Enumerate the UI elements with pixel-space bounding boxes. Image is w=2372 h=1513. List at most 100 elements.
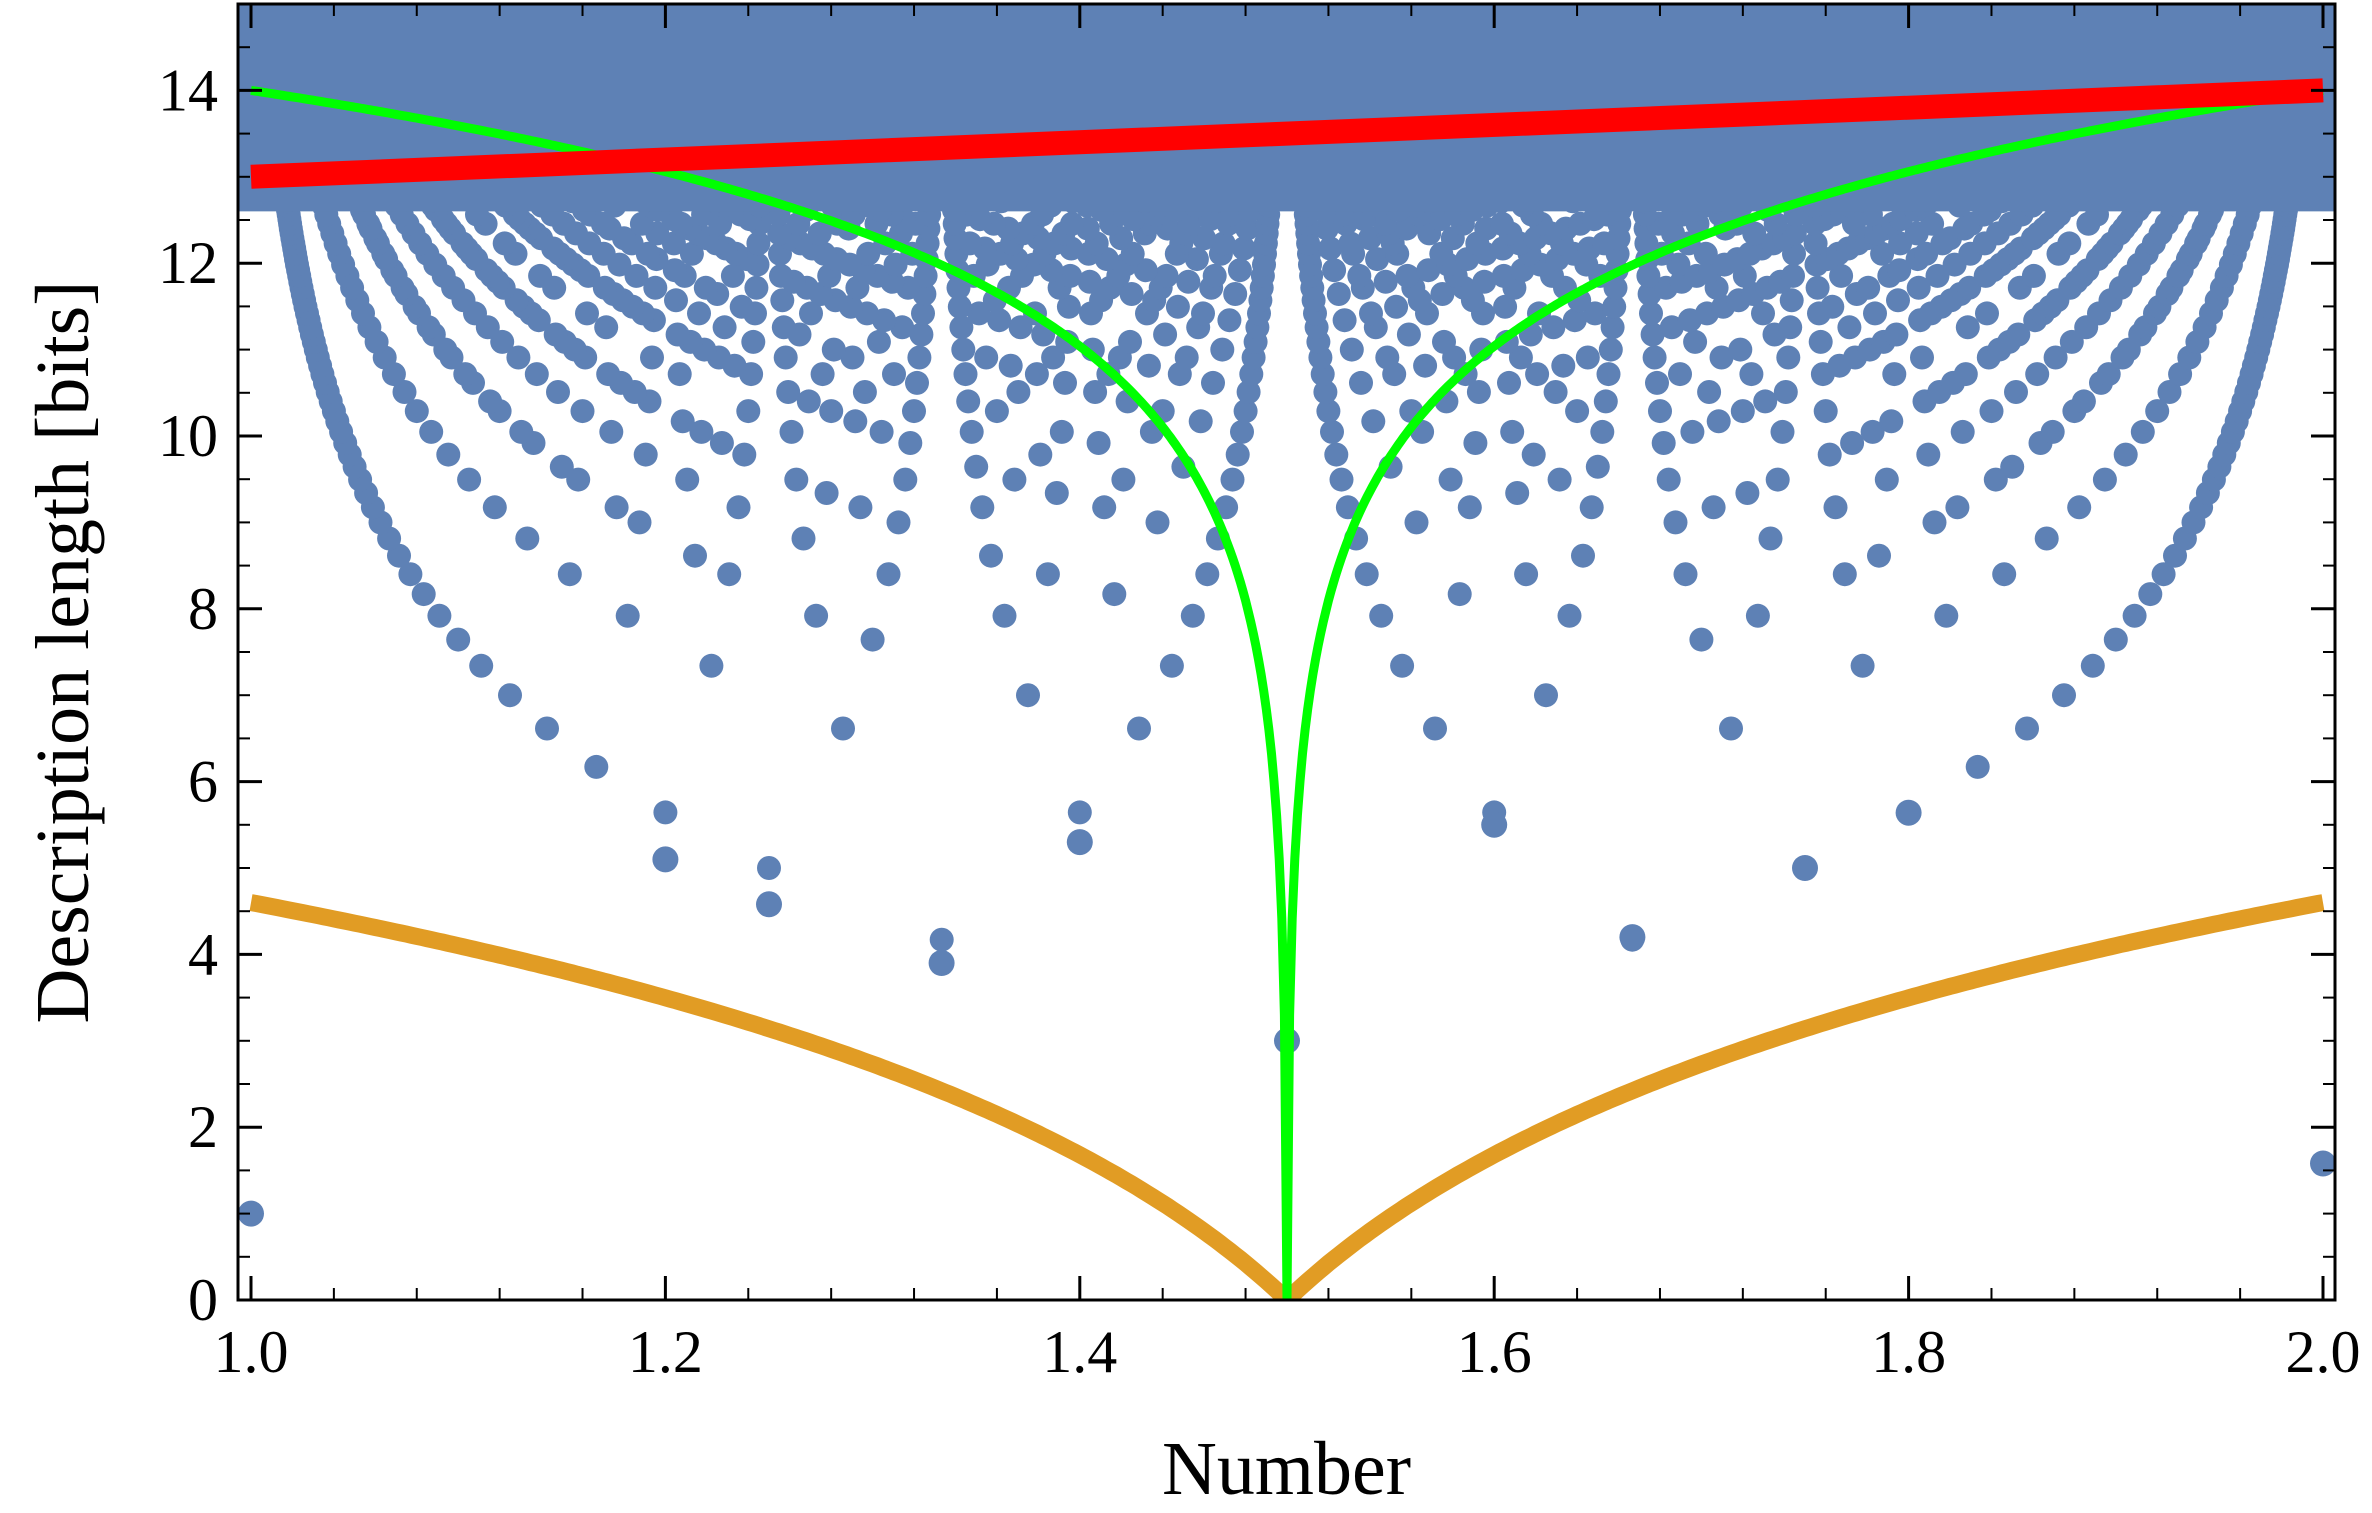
x-tick-label: 1.6 (1457, 1319, 1532, 1385)
scatter-point (2052, 683, 2076, 708)
scatter-point (1423, 716, 1447, 741)
scatter-point (1493, 294, 1518, 319)
scatter-point (784, 467, 809, 492)
scatter-point (1840, 431, 1865, 455)
scatter-point (890, 315, 915, 340)
scatter-point (810, 362, 835, 387)
scatter-point (1817, 442, 1842, 467)
scatter-point (1201, 370, 1225, 395)
scatter-point (1329, 467, 1354, 492)
scatter-point (693, 275, 718, 300)
scatter-point (1803, 231, 1828, 256)
scatter-point (1349, 370, 1373, 395)
scatter-point (506, 345, 531, 370)
scatter-point (1585, 454, 1610, 479)
scatter-point (2138, 582, 2163, 607)
y-tick-label: 6 (188, 749, 218, 815)
scatter-point (492, 231, 517, 256)
scatter-point (1314, 216, 1339, 241)
scatter-point (419, 419, 444, 444)
scatter-layer (238, 4, 2335, 1227)
scatter-point (1808, 329, 1833, 354)
scatter-point (1934, 603, 1959, 628)
y-tick-label: 4 (188, 921, 218, 987)
scatter-point (665, 322, 690, 347)
scatter-point (1235, 216, 1260, 241)
scatter-point (1680, 419, 1705, 444)
scatter-point (967, 301, 991, 326)
scatter-point (679, 241, 704, 266)
orange-curve (249, 894, 2325, 1300)
scatter-point (1745, 603, 1770, 628)
scatter-point (2092, 467, 2117, 492)
scatter-point (1910, 345, 1934, 370)
axis-layer: 1.0 1.2 1.4 1.6 1.8 2.0 0 2 4 6 8 10 12 14 (158, 4, 2361, 1385)
scatter-point (1390, 653, 1415, 678)
scatter-point (1220, 467, 1245, 492)
scatter-point (1375, 345, 1400, 370)
scatter-point (633, 442, 658, 467)
scatter-point (953, 362, 978, 387)
scatter-point (1165, 294, 1190, 319)
scatter-point (1145, 510, 1170, 535)
scatter-point (1466, 380, 1491, 404)
scatter-point (624, 263, 649, 288)
scatter-point (2004, 380, 2028, 404)
scatter-point (898, 431, 923, 455)
scatter-point (575, 301, 599, 326)
scatter-point (911, 301, 935, 326)
scatter-point (741, 329, 766, 354)
scatter-point (1447, 582, 1472, 607)
scatter-point (584, 754, 609, 779)
scatter-point (1192, 226, 1217, 251)
scatter-point (769, 263, 793, 288)
scatter-point (1579, 495, 1604, 520)
scatter-point (411, 582, 436, 607)
scatter-point (909, 322, 934, 347)
scatter-point (947, 294, 972, 319)
scatter-point (1195, 562, 1220, 587)
scatter-point (2059, 329, 2084, 354)
scatter-point (791, 526, 816, 551)
x-tick-label: 2.0 (2286, 1319, 2361, 1385)
scatter-point (1856, 275, 1881, 300)
scatter-point (528, 263, 553, 288)
scatter-point (1373, 269, 1398, 294)
scatter-point (1860, 419, 1885, 444)
scatter-point (959, 419, 984, 444)
scatter-point (1335, 495, 1360, 520)
x-tick-label: 1.0 (214, 1319, 289, 1385)
scatter-point (1689, 627, 1714, 652)
scatter-point (1490, 211, 1514, 236)
scatter-point (1719, 716, 1743, 741)
scatter-point (1086, 431, 1111, 455)
scatter-point (643, 275, 668, 300)
scatter-point (779, 419, 804, 444)
scatter-point (2113, 442, 2138, 467)
scatter-point (1706, 409, 1731, 434)
scatter-point (498, 683, 522, 708)
scatter-point (2130, 419, 2155, 444)
scatter-point (2015, 716, 2039, 741)
scatter-point (1127, 716, 1151, 741)
scatter-point (1884, 322, 1909, 347)
scatter-point (757, 856, 781, 880)
scatter-point (1324, 442, 1349, 467)
scatter-point (2080, 653, 2105, 678)
scatter-point (2157, 380, 2182, 404)
scatter-point (1369, 603, 1394, 628)
scatter-point (1016, 683, 1040, 708)
scatter-point (689, 419, 714, 444)
scatter-point (814, 481, 839, 505)
scatter-point (819, 399, 844, 424)
scatter-point (729, 294, 754, 319)
x-axis-title: Number (1162, 1427, 1411, 1508)
scatter-point (869, 419, 894, 444)
scatter-point (902, 399, 926, 424)
scatter-point (1965, 754, 1990, 779)
scatter-point (1571, 543, 1595, 568)
scatter-point (1590, 419, 1615, 444)
scatter-point (478, 389, 503, 414)
scatter-point (1837, 315, 1862, 340)
scatter-point (1642, 345, 1667, 370)
